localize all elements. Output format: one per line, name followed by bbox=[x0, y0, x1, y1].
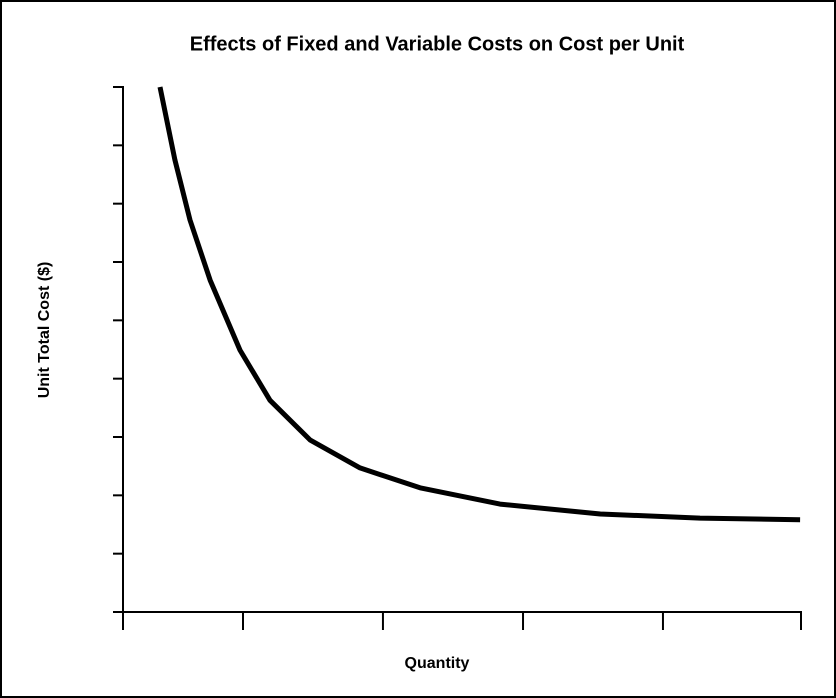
chart-title: Effects of Fixed and Variable Costs on C… bbox=[190, 33, 685, 55]
y-axis-label: Unit Total Cost ($) bbox=[36, 262, 53, 399]
x-axis-label: Quantity bbox=[405, 655, 470, 672]
cost-curve bbox=[157, 86, 801, 523]
